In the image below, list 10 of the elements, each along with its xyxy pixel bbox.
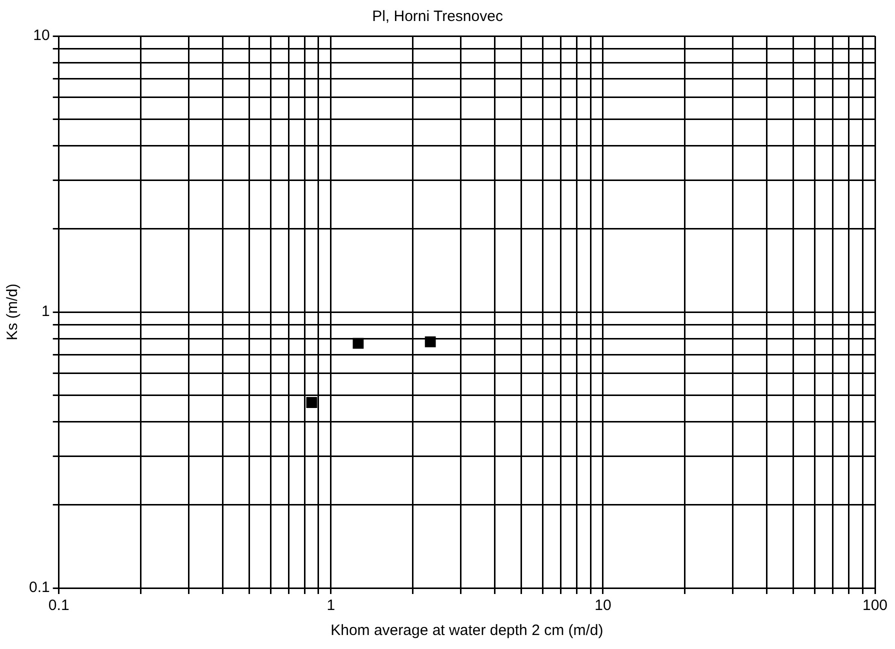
x-tick-label: 1 xyxy=(326,597,336,614)
x-tick-label: 0.1 xyxy=(48,597,70,614)
y-tick-label: 1 xyxy=(42,303,50,320)
x-axis-title: Khom average at water depth 2 cm (m/d) xyxy=(330,622,604,640)
y-tick-label: 0.1 xyxy=(28,579,50,596)
x-tick-label: 100 xyxy=(862,597,888,614)
chart-title: Pl, Horni Tresnovec xyxy=(372,8,504,26)
y-tick-label: 10 xyxy=(33,27,50,44)
x-tick-label: 10 xyxy=(594,597,612,614)
y-axis-title: Ks (m/d) xyxy=(4,284,22,340)
